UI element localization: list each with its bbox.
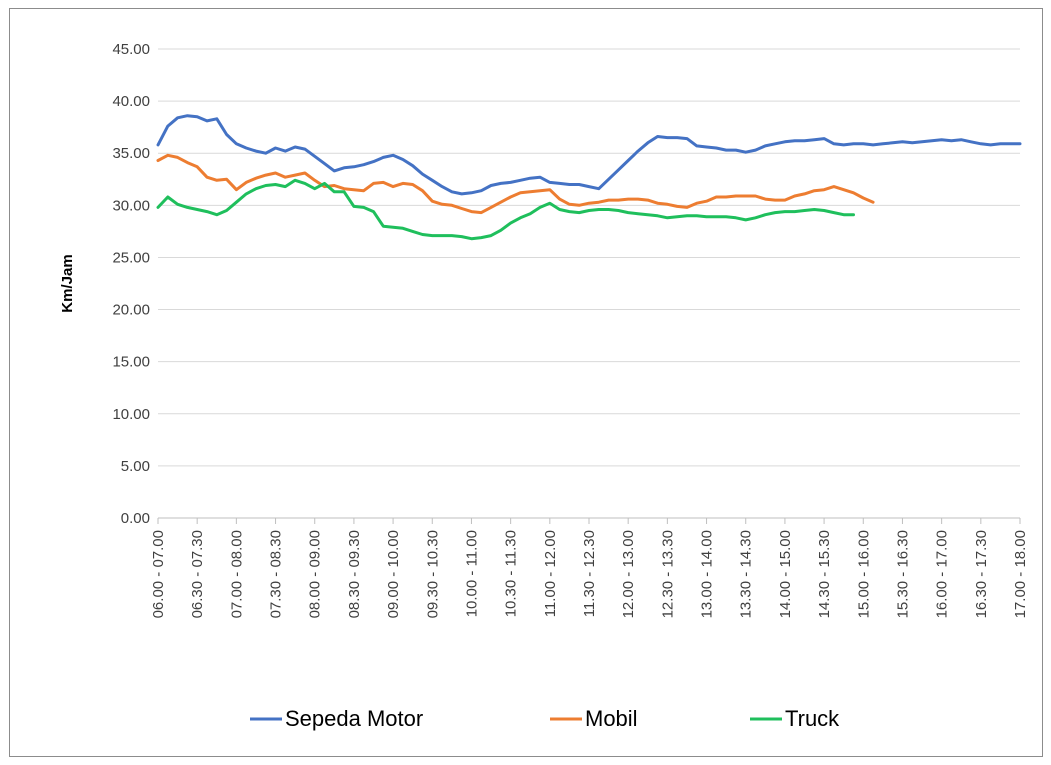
legend: Sepeda Motor Mobil Truck xyxy=(250,706,840,731)
x-tick-label: 08.00 - 09.00 xyxy=(307,530,324,618)
y-tick-label: 35.00 xyxy=(112,145,150,162)
x-tick-label: 07.00 - 08.00 xyxy=(228,530,245,618)
y-tick-label: 20.00 xyxy=(112,302,150,319)
series-line-truck xyxy=(156,178,855,241)
legend-label: Sepeda Motor xyxy=(285,706,423,731)
y-tick-label: 40.00 xyxy=(112,93,150,110)
x-tick-label: 09.00 - 10.00 xyxy=(385,530,402,618)
line-chart: 0.00 5.00 10.00 15.00 20.00 25.00 30.00 35.00 40… xyxy=(59,41,1029,731)
x-tick-label: 11.30 - 12.30 xyxy=(581,530,598,617)
x-tick-label: 06.30 - 07.30 xyxy=(189,530,206,618)
legend-item-truck: Truck xyxy=(750,706,840,731)
y-tick-label: 10.00 xyxy=(112,406,150,423)
x-tick-label: 10.30 - 11.30 xyxy=(503,530,520,617)
y-tick-label: 0.00 xyxy=(121,510,150,527)
y-tick-label: 45.00 xyxy=(112,41,150,58)
y-tick-label: 15.00 xyxy=(112,354,150,371)
y-axis-title: Km/Jam xyxy=(59,254,76,312)
x-tick-label: 16.30 - 17.30 xyxy=(973,530,990,618)
x-tick-labels: 06.00 - 07.00 06.30 - 07.30 07.00 - 08.00 0… xyxy=(150,530,1029,618)
x-tick-label: 16.00 - 17.00 xyxy=(934,530,951,618)
x-tick-label: 06.00 - 07.00 xyxy=(150,530,167,618)
axes xyxy=(157,517,1021,524)
y-tick-label: 30.00 xyxy=(112,197,150,214)
x-tick-label: 12.30 - 13.30 xyxy=(659,530,676,618)
series-line-sepeda-motor xyxy=(156,114,1022,196)
x-tick-label: 10.00 - 11.00 xyxy=(463,530,480,617)
legend-item-mobil: Mobil xyxy=(550,706,638,731)
x-tick-label: 09.30 - 10.30 xyxy=(424,530,441,618)
x-tick-label: 15.00 - 16.00 xyxy=(855,530,872,618)
x-tick-label: 07.30 - 08.30 xyxy=(268,530,285,618)
x-tick-label: 12.00 - 13.00 xyxy=(620,530,637,618)
x-tick-label: 11.00 - 12.00 xyxy=(542,530,559,617)
y-tick-label: 25.00 xyxy=(112,249,150,266)
series-lines xyxy=(156,114,1022,241)
x-tick-label: 14.00 - 15.00 xyxy=(777,530,794,618)
series-line-mobil xyxy=(156,153,875,215)
x-tick-label: 15.30 - 16.30 xyxy=(894,530,911,618)
chart-frame: 0.00 5.00 10.00 15.00 20.00 25.00 30.00 35.00 40… xyxy=(9,8,1043,757)
legend-label: Mobil xyxy=(585,706,638,731)
legend-item-sepeda-motor: Sepeda Motor xyxy=(250,706,423,731)
x-tick-label: 13.30 - 14.30 xyxy=(738,530,755,618)
x-tick-label: 13.00 - 14.00 xyxy=(699,530,716,618)
legend-label: Truck xyxy=(785,706,840,731)
x-tick-label: 14.30 - 15.30 xyxy=(816,530,833,618)
gridlines xyxy=(158,48,1020,467)
y-tick-label: 5.00 xyxy=(121,458,150,475)
y-tick-labels: 0.00 5.00 10.00 15.00 20.00 25.00 30.00 35.00 40… xyxy=(112,41,150,527)
x-tick-label: 08.30 - 09.30 xyxy=(346,530,363,618)
x-tick-label: 17.00 - 18.00 xyxy=(1012,530,1029,618)
